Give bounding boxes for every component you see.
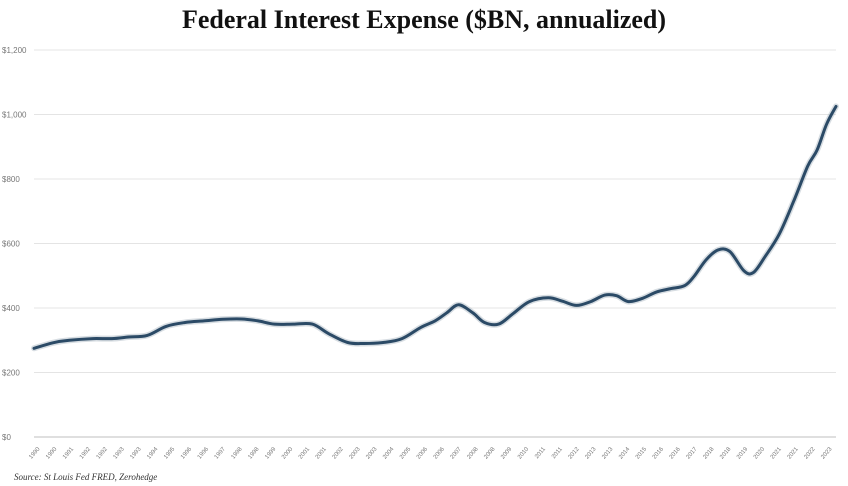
x-tick-label: 2015 [635,446,649,461]
x-tick-label: 2008 [483,446,497,461]
x-tick-label: 2001 [298,446,312,461]
x-tick-label: 2000 [281,446,295,461]
series-layer [31,103,839,352]
series-line-shadow [31,103,839,352]
x-tick-label: 2020 [753,446,767,461]
x-tick-label: 1997 [214,446,228,461]
y-tick-label: $600 [2,240,20,249]
x-tick-label: 2010 [517,446,531,461]
y-tick-label: $200 [2,369,20,378]
x-tick-label: 1993 [129,446,143,461]
x-tick-label: 2005 [399,446,413,461]
y-tick-label: $0 [2,433,11,442]
x-tick-label: 1990 [28,446,42,461]
x-tick-label: 1998 [247,446,261,461]
x-tick-label: 2006 [416,446,430,461]
chart-title: Federal Interest Expense ($BN, annualize… [182,5,666,34]
x-tick-label: 2016 [652,446,666,461]
x-tick-label: 2002 [332,446,346,461]
source-note: Source: St Louis Fed FRED, Zerohedge [14,472,157,482]
x-tick-label: 2003 [365,446,379,461]
y-tick-label: $800 [2,175,20,184]
x-tick-label: 2022 [803,446,817,461]
x-tick-label: 2023 [820,446,834,461]
grid-lines [34,49,836,438]
x-tick-label: 1995 [163,446,177,461]
x-tick-label: 2004 [382,446,396,461]
x-tick-label: 2018 [719,446,733,461]
x-tick-label: 2014 [618,446,632,461]
y-tick-label: $400 [2,304,20,313]
series-line [32,104,838,350]
x-tick-label: 2006 [433,446,447,461]
x-tick-label: 2021 [787,446,801,461]
x-tick-label: 2012 [568,446,582,461]
x-tick-label: 1991 [62,446,76,461]
x-tick-label: 2013 [601,446,615,461]
x-tick-label: 2016 [669,446,683,461]
x-axis-ticks: 1990 1990 1991 1992 1992 1993 1993 1994 1995 1996… [28,446,834,461]
x-tick-label: 2008 [466,446,480,461]
y-tick-label: $1,000 [2,111,27,120]
x-tick-label: 2018 [702,446,716,461]
x-tick-label: 2001 [315,446,329,461]
x-tick-label: 1996 [180,446,194,461]
x-tick-label: 1993 [113,446,127,461]
x-tick-label: 2013 [584,446,598,461]
x-tick-label: 2011 [551,446,564,460]
x-tick-label: 1990 [45,446,59,461]
y-tick-label: $1,200 [2,46,27,55]
y-axis-ticks: $0 $200 $400 $600 $800 $1,000 $1,200 [2,46,27,442]
x-tick-label: 2021 [770,446,784,461]
x-tick-label: 2017 [686,446,700,461]
x-tick-label: 1999 [264,446,278,461]
x-tick-label: 2003 [349,446,363,461]
x-tick-label: 1998 [231,446,245,461]
x-tick-label: 1992 [96,446,110,461]
x-tick-label: 1994 [146,446,160,461]
x-tick-label: 2019 [736,446,750,461]
x-tick-label: 1992 [79,446,93,461]
x-tick-label: 2009 [500,446,514,461]
x-tick-label: 2011 [534,446,547,460]
x-tick-label: 2007 [450,446,464,461]
x-tick-label: 1996 [197,446,211,461]
